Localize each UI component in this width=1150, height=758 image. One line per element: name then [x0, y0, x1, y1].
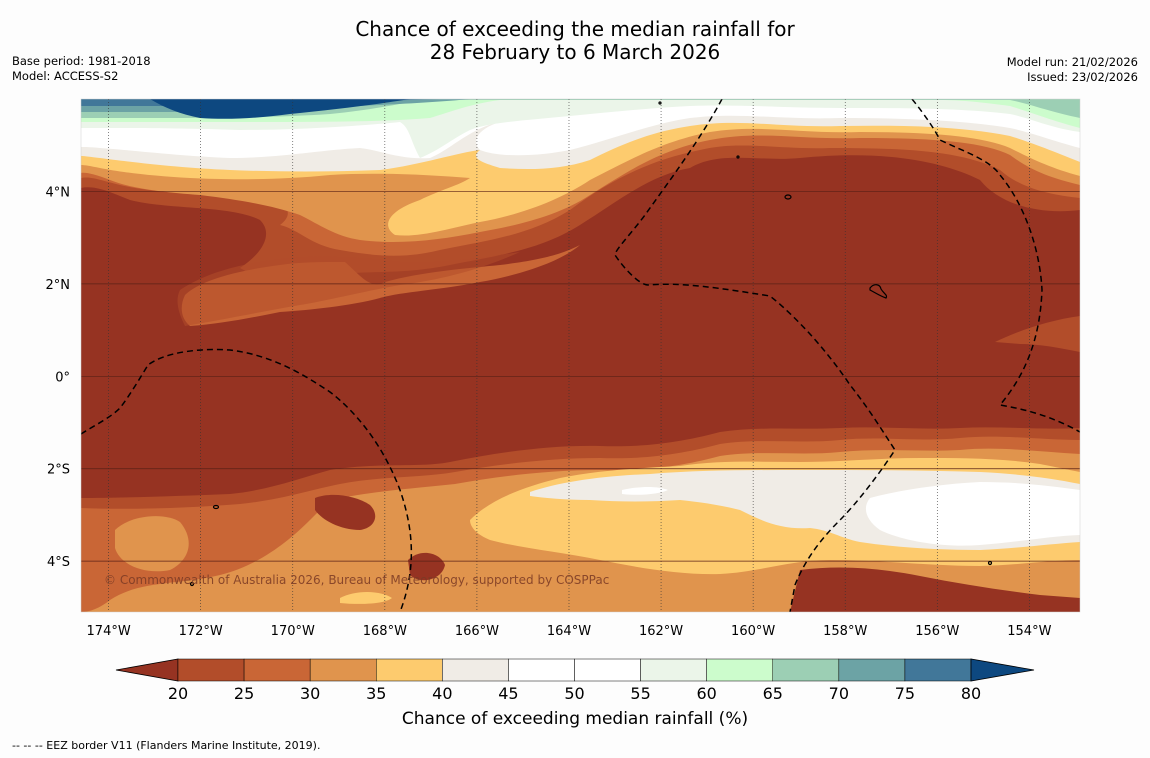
lat-tick-label: 2°N: [46, 278, 71, 293]
colorbar-tick-label: 75: [895, 684, 915, 703]
lon-tick-label: 174°W: [87, 624, 131, 639]
colorbar-segment: [574, 658, 641, 682]
contour-45-55-south: [865, 482, 1080, 546]
lon-tick-label: 172°W: [179, 624, 223, 639]
colorbar-segment: [442, 658, 509, 682]
contour-20-25-east: [995, 316, 1080, 352]
colorbar-segment: [309, 658, 377, 682]
lon-tick-label: 158°W: [823, 624, 867, 639]
map-title: Chance of exceeding the median rainfall …: [0, 18, 1150, 64]
lon-tick-label: 168°W: [363, 624, 407, 639]
colorbar-segment: [772, 658, 840, 682]
island-shape: [658, 101, 662, 105]
colorbar-extend-high: [970, 658, 1035, 682]
lon-tick-label: 164°W: [547, 624, 591, 639]
island-shape: [869, 284, 888, 299]
contour-above-80-north: [150, 99, 410, 119]
colorbar-segment: [508, 658, 575, 682]
contour-35-40-sw: [340, 592, 392, 604]
copyright-text: © Commonwealth of Australia 2026, Bureau…: [104, 573, 609, 587]
colorbar-label: Chance of exceeding median rainfall (%): [401, 709, 749, 729]
plot-frame: [80, 98, 1081, 613]
contour-20-25-west: [177, 252, 520, 326]
island-shape: [784, 194, 792, 200]
island-shape: [736, 155, 740, 159]
meta-right: Model run: 21/02/2026 Issued: 23/02/2026: [1007, 55, 1138, 85]
colorbar-tick-label: 40: [432, 684, 452, 703]
lat-tick-label: 2°S: [47, 463, 70, 478]
colorbar-tick-label: 55: [630, 684, 650, 703]
eez-legend-note: -- -- -- EEZ border V11 (Flanders Marine…: [12, 739, 321, 752]
colorbar-tick-label: 50: [564, 684, 584, 703]
colorbar-tick-label: 45: [498, 684, 518, 703]
lon-tick-label: 170°W: [271, 624, 315, 639]
colorbar-tick-label: 80: [961, 684, 981, 703]
contour-20-25-sw: [315, 494, 376, 530]
colorbar-tick-label: 35: [366, 684, 386, 703]
lat-tick-label: 0°: [55, 370, 70, 385]
colorbar-segment: [177, 658, 245, 682]
colorbar-tick-label: 65: [763, 684, 783, 703]
lon-tick-label: 160°W: [731, 624, 775, 639]
colorbar-extend-low: [115, 658, 179, 682]
colorbar-segment: [904, 658, 972, 682]
island-shape: [212, 504, 220, 510]
latitude-labels: 4°N 2°N 0° 2°S 4°S: [46, 185, 71, 570]
colorbar-tick-label: 30: [300, 684, 320, 703]
islands: [189, 101, 993, 587]
eez-border-west: [81, 348, 413, 612]
graticule: [81, 99, 1080, 612]
colorbar: 20 25 30 35 40 45 50 55 60 65 70 75 80: [115, 658, 1035, 703]
model-name: Model: ACCESS-S2: [12, 69, 119, 83]
lat-tick-label: 4°S: [47, 555, 70, 570]
contour-20-25-se: [790, 567, 1080, 612]
colorbar-segment: [706, 658, 774, 682]
contour-45-55-south-small: [622, 487, 668, 495]
lon-tick-label: 154°W: [1007, 624, 1051, 639]
island-shape: [987, 560, 993, 566]
base-period: Base period: 1981-2018: [12, 54, 151, 68]
colorbar-segment: [243, 658, 311, 682]
colorbar-segment: [640, 658, 707, 682]
longitude-labels: 174°W 172°W 170°W 168°W 166°W 164°W 162°W 160°W…: [87, 624, 1052, 639]
contour-layer: [81, 99, 1080, 612]
lat-tick-label: 4°N: [46, 185, 71, 200]
colorbar-segment: [838, 658, 906, 682]
eez-border-central: [614, 99, 896, 612]
eez-borders: [81, 99, 1080, 612]
lon-tick-label: 162°W: [639, 624, 683, 639]
contour-20-25-mid-south: [408, 552, 445, 581]
lon-tick-label: 156°W: [915, 624, 959, 639]
island-shape: [189, 581, 195, 587]
model-run: Model run: 21/02/2026: [1006, 55, 1138, 69]
colorbar-tick-label: 20: [168, 684, 188, 703]
colorbar-tick-label: 25: [234, 684, 254, 703]
contour-30-35-sw: [115, 516, 189, 572]
lon-tick-label: 166°W: [455, 624, 499, 639]
colorbar-segment: [376, 658, 443, 682]
colorbar-tick-label: 60: [696, 684, 716, 703]
issued-date: Issued: 23/02/2026: [1027, 70, 1138, 84]
title-line-2: 28 February to 6 March 2026: [429, 40, 721, 64]
colorbar-tick-label: 70: [829, 684, 849, 703]
meta-left: Base period: 1981-2018 Model: ACCESS-S2: [12, 54, 151, 84]
title-line-1: Chance of exceeding the median rainfall …: [355, 17, 795, 41]
